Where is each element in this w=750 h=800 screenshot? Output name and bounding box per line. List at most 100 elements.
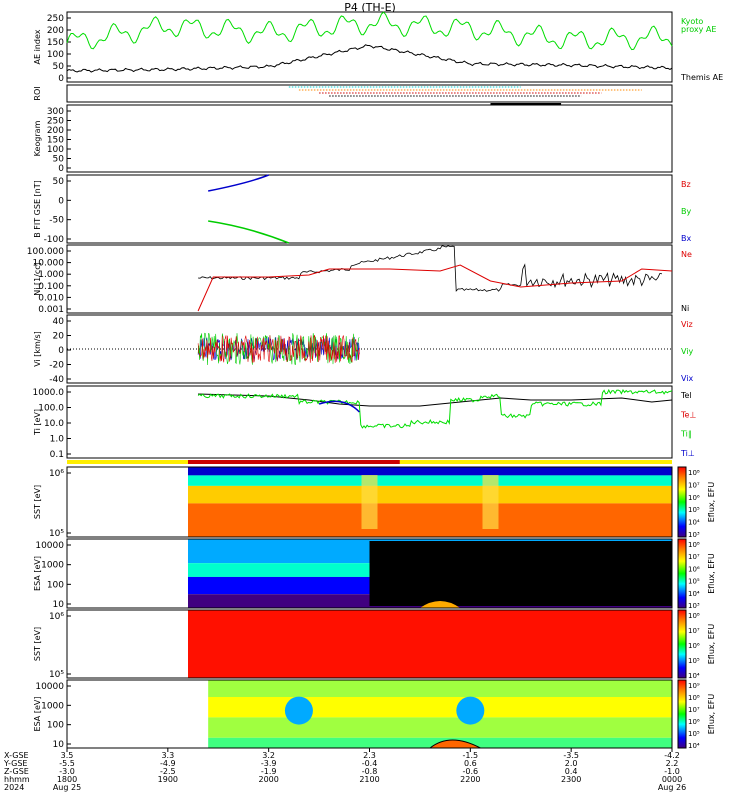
sst_e-tick-label: 10⁵ [49,529,64,539]
esa_i-band [208,680,672,697]
ni-ylabel: Ni [1/cc] [33,262,42,296]
te-line [198,393,673,407]
ti-ylabel: Ti [eV] [33,409,42,436]
sst_e-colorbar-tick: 10⁴ [688,519,700,527]
vi-tick-label: 40 [53,317,65,327]
sst_e-colorbar-tick: 10⁵ [688,506,700,514]
xaxis-value: -4.2 [664,751,680,760]
ae-legend-label: Kyoto [681,17,703,26]
xaxis-value: 2300 [561,775,581,784]
xaxis-value: -1.0 [664,767,680,776]
keo-tick-label: 0 [58,164,64,174]
xaxis-value: 0.4 [565,767,578,776]
ti-tick-label: 100.0 [38,404,64,414]
xaxis-value: 2000 [258,775,278,784]
sst_e-colorbar [677,466,687,538]
xaxis-value: 3.5 [61,751,74,760]
esa_e-colorbar-tick: 10⁵ [688,578,700,586]
sst_e-colorbar-title: Eflux, EFU [707,482,716,523]
vi-tick-label: 20 [53,332,65,342]
xaxis-value: 0.6 [464,759,477,768]
vi-legend-label: Viy [681,347,694,356]
xaxis-value: Aug 26 [658,783,686,792]
esa_e-colorbar-tick: 10³ [688,602,700,610]
ae-tick-label: 250 [47,14,64,24]
ne-line [197,264,673,312]
ae-tick-label: 100 [47,50,64,60]
ti-legend-label: Ti⊥ [680,449,695,458]
esa_e-tick-label: 100 [47,580,64,590]
esa_e-colorbar-tick: 10⁸ [688,541,700,549]
sst_i-colorbar-title: Eflux, EFU [707,624,716,665]
esa_i-colorbar-tick: 10⁸ [688,694,700,702]
ti-legend-label: Ti∥ [680,430,692,439]
esa_e-dark-region [369,541,672,606]
esa_i-colorbar-tick: 10⁴ [688,742,700,750]
esa_i-feature [284,696,313,725]
xaxis-row-label: hhmm [4,775,30,784]
esa_i-band [208,697,672,718]
ni-tick-label: 1.000 [38,270,64,280]
esa_e-tick-label: 10000 [35,541,64,551]
bfit-tick-label: -50 [49,216,64,226]
esa_i-colorbar-tick: 10⁵ [688,730,700,738]
esa_i-ylabel: ESA [eV] [33,697,42,732]
vi-legend-label: Viz [681,320,693,329]
esa_i-band [208,717,672,738]
ae-tick-label: 50 [53,62,65,72]
ti-tick-label: 1.0 [50,435,65,445]
sst_e-feature [361,475,378,529]
sst_e-colorbar-tick: 10⁸ [688,469,700,477]
sst_i-colorbar-tick: 10⁸ [688,612,700,620]
ti-tick-label: 1000.0 [33,388,65,398]
vi-tick-label: -20 [49,361,64,371]
xaxis-value: 2.2 [666,759,679,768]
ti-tick-label: 10.0 [44,419,64,429]
sst_e-colorbar-tick: 10³ [688,531,700,539]
vi-tick-label: 0 [58,346,64,356]
esa_e-ylabel: ESA [eV] [33,556,42,591]
themis-ae-line [66,44,673,73]
roi-ylabel: ROI [33,86,42,100]
sst_i-colorbar-tick: 10⁶ [688,642,700,650]
sst_i-colorbar-tick: 10⁵ [688,657,700,665]
vi-legend-label: Vix [681,374,694,383]
esa_i-feature [429,739,481,749]
sst_e-ylabel: SST [eV] [33,485,42,519]
xaxis-value: -5.5 [59,759,75,768]
ni-tick-label: 0.100 [38,282,64,292]
ni-tick-label: 0.001 [38,305,64,315]
ti-par-line [197,388,673,429]
ti-legend-label: Te⊥ [680,410,696,419]
xaxis-row-label: Y-GSE [3,759,27,768]
xaxis-value: -2.5 [160,767,176,776]
sst_i-tick-label: 10⁶ [49,612,64,622]
sst_i-band [188,610,672,678]
sst_i-ylabel: SST [eV] [33,627,42,661]
bfit-ylabel: B FIT GSE [nT] [33,180,42,238]
xaxis-value: -0.6 [463,767,479,776]
ni-tick-label: 10.000 [33,259,65,269]
esa_e-tick-label: 1000 [41,561,64,571]
vi-ylabel: Vi [km/s] [33,331,42,367]
bfit-legend-label: Bx [681,234,691,243]
esa_i-tick-label: 10000 [35,682,64,692]
xaxis-value: -1.9 [261,767,277,776]
bfit-frame [66,174,673,244]
esa_e-colorbar-tick: 10⁴ [688,590,700,598]
vi-component-line [197,335,360,363]
xaxis-value: -3.0 [59,767,75,776]
ae-frame [66,11,673,83]
by-line [208,220,290,244]
ni-legend-label: Ni [681,304,689,313]
xaxis-value: 3.2 [262,751,275,760]
keo-tick-label: 200 [47,126,64,136]
sst_e-band [188,485,672,504]
keo-frame [66,104,673,173]
xaxis-value: -4.9 [160,759,176,768]
ni-frame [66,244,673,314]
ni-tick-label: 0.010 [38,293,64,303]
esa_e-colorbar [677,538,687,609]
bfit-tick-label: 50 [53,177,65,187]
